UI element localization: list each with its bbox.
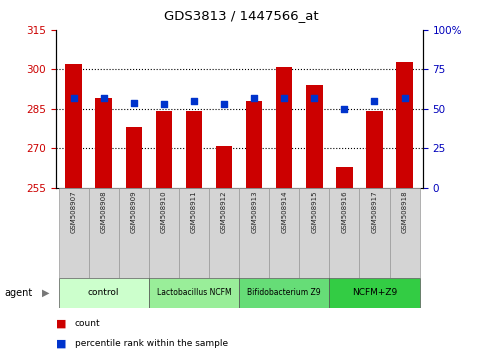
Point [100,95,108,101]
Bar [179,188,209,278]
Text: ■: ■ [56,338,66,348]
Text: ▶: ▶ [42,288,50,298]
Bar [389,188,420,278]
Point [190,98,198,104]
Text: GSM508914: GSM508914 [281,190,287,233]
Text: GSM508911: GSM508911 [191,190,197,233]
Bar [216,145,232,188]
Bar [89,188,119,278]
Bar [185,112,202,188]
Text: GSM508907: GSM508907 [71,190,77,233]
Text: NCFM+Z9: NCFM+Z9 [352,289,397,297]
Bar [119,188,149,278]
Point [280,95,288,101]
Point [311,95,318,101]
Text: GDS3813 / 1447566_at: GDS3813 / 1447566_at [164,9,319,22]
Bar [209,188,239,278]
Bar [269,188,299,278]
Bar [299,188,329,278]
Bar [239,188,269,278]
Text: Lactobacillus NCFM: Lactobacillus NCFM [156,289,231,297]
Bar [276,67,293,188]
Text: Bifidobacterium Z9: Bifidobacterium Z9 [247,289,321,297]
Text: ■: ■ [56,319,66,329]
Text: percentile rank within the sample: percentile rank within the sample [75,339,228,348]
Bar [58,188,89,278]
Text: GSM508910: GSM508910 [161,190,167,233]
Text: GSM508918: GSM508918 [401,190,408,233]
Point [130,100,138,105]
Bar [359,188,389,278]
Bar [156,112,172,188]
Point [370,98,378,104]
Bar [65,64,82,188]
Text: GSM508913: GSM508913 [251,190,257,233]
Bar [329,278,420,308]
Bar [306,85,323,188]
Point [160,101,168,107]
Point [341,106,348,112]
Bar [329,188,359,278]
Text: GSM508917: GSM508917 [371,190,378,233]
Bar [239,278,329,308]
Text: control: control [88,289,119,297]
Text: GSM508912: GSM508912 [221,190,227,233]
Bar [96,98,112,188]
Text: GSM508915: GSM508915 [312,190,317,233]
Bar [336,167,353,188]
Text: count: count [75,319,100,329]
Text: GSM508908: GSM508908 [100,190,107,233]
Bar [396,62,413,188]
Bar [149,188,179,278]
Text: agent: agent [5,288,33,298]
Point [250,95,258,101]
Text: GSM508909: GSM508909 [131,190,137,233]
Bar [58,278,149,308]
Bar [126,127,142,188]
Point [220,101,228,107]
Point [70,95,77,101]
Bar [149,278,239,308]
Bar [246,101,262,188]
Bar [366,112,383,188]
Text: GSM508916: GSM508916 [341,190,347,233]
Point [401,95,409,101]
